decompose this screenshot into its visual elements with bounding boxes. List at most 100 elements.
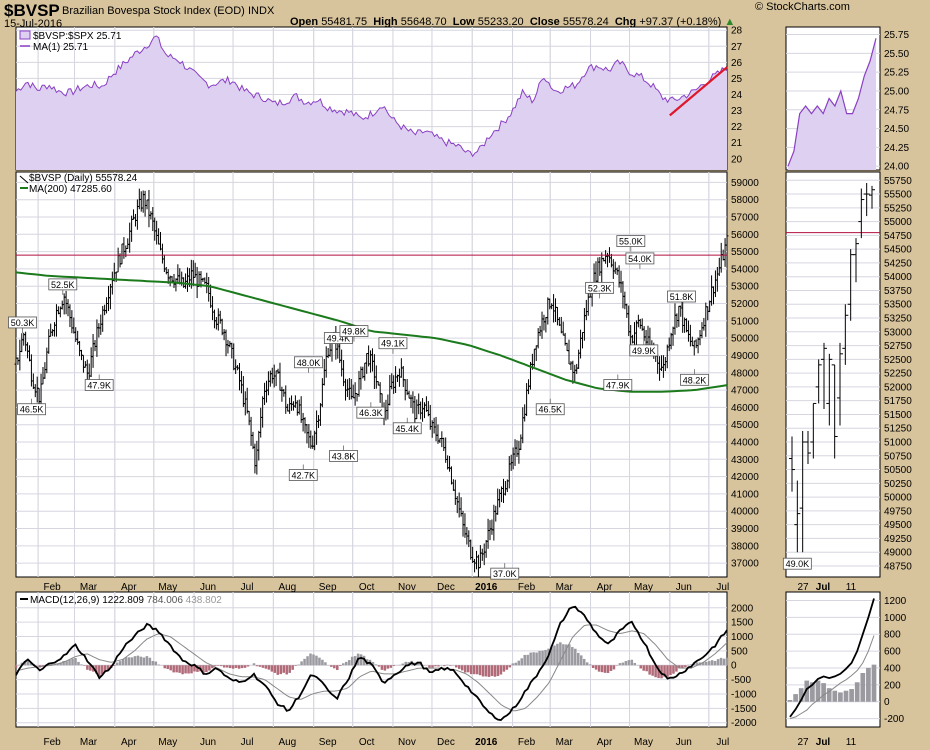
macd-histogram-bar [214, 665, 217, 666]
macd-histogram-bar [29, 662, 33, 666]
macd-histogram-bar [115, 662, 119, 666]
annotation-box [84, 379, 114, 391]
macd-legend-part: 1222.809 [99, 595, 144, 606]
macd-histogram-bar [294, 665, 297, 666]
price-panel [15, 171, 728, 578]
macd-histogram-bar [579, 655, 583, 666]
macd-histogram-bar [678, 665, 681, 669]
macd-histogram-bar [83, 665, 86, 666]
macd-histogram-bar [208, 665, 211, 671]
annotation-box [8, 316, 37, 329]
price-x-tick-label: Nov [398, 582, 416, 593]
macd-histogram-bar [523, 654, 526, 666]
macd-histogram-bar [374, 664, 378, 666]
macd-histogram-bar [663, 665, 666, 677]
macd-x-tick-label: Apr [121, 737, 137, 748]
macd-histogram-bar [556, 643, 559, 666]
price-zoom-y-tick-label: 52500 [884, 355, 912, 366]
price-zoom-x-tick-label: 11 [846, 582, 857, 593]
macd-histogram-bar [627, 660, 631, 666]
price-y-tick-label: 49000 [731, 351, 759, 362]
macd-histogram-bar [246, 665, 250, 667]
ratio-zoom-y-tick-label: 24.50 [884, 124, 909, 135]
macd-histogram-bar [458, 665, 461, 669]
macd-histogram-bar [184, 665, 187, 674]
macd-histogram-bar [713, 660, 717, 666]
price-legend-label: $BVSP (Daily) 55578.24 [29, 173, 138, 184]
stockcharts-logo: © StockCharts.com [755, 1, 850, 13]
price-x-tick-label: Apr [121, 582, 137, 593]
price-annotation-label: 37.0K [493, 569, 517, 579]
price-y-tick-label: 51000 [731, 316, 759, 327]
price-y-tick-label: 39000 [731, 524, 759, 535]
macd-histogram-bar [651, 665, 654, 676]
macd-zoom-histogram-bar [810, 682, 815, 702]
macd-histogram-bar [148, 657, 152, 666]
macd-histogram-bar [675, 665, 678, 672]
macd-histogram-bar [565, 644, 568, 666]
price-y-tick-label: 37000 [731, 559, 759, 570]
macd-histogram-bar [478, 665, 482, 676]
macd-zoom-y-tick-label: 800 [884, 630, 901, 641]
macd-histogram-bar [407, 662, 410, 666]
annotation-box [48, 278, 78, 291]
price-y-tick-label: 54000 [731, 264, 759, 275]
price-zoom-y-tick-label: 55000 [884, 217, 912, 228]
macd-histogram-bar [443, 665, 446, 667]
macd-histogram-bar [463, 665, 467, 673]
macd-histogram-bar [389, 665, 393, 668]
macd-histogram-bar [276, 665, 280, 675]
macd-y-tick-label: 1000 [731, 632, 754, 643]
macd-histogram-bar [511, 663, 515, 666]
macd-zoom-x-tick-label: 27 [797, 737, 809, 748]
price-annotation-label: 49.1K [381, 339, 405, 349]
ratio-zoom-area [788, 38, 876, 170]
annotation-zoom-box [782, 557, 812, 570]
macd-histogram-bar [71, 658, 74, 666]
macd-histogram-bar [145, 656, 149, 666]
ratio-y-tick-label: 27 [731, 42, 743, 53]
ohlc-summary: Open 55481.75 High 55648.70 Low 55233.20… [290, 16, 735, 28]
ratio-area [16, 35, 727, 171]
macd-histogram-bar [261, 665, 265, 668]
macd-histogram-bar [318, 657, 321, 666]
price-annotation-label: 49.4K [327, 334, 351, 344]
ratio-line [15, 35, 728, 158]
price-zoom-y-tick-label: 55750 [884, 176, 912, 187]
macd-histogram-bar [529, 652, 532, 666]
macd-histogram-bar [669, 665, 672, 675]
macd-histogram-bar [240, 665, 244, 669]
macd-histogram-bar [59, 662, 62, 666]
macd-histogram-bar [695, 662, 699, 666]
macd-histogram-bar [568, 644, 571, 666]
price-zoom-y-tick-label: 50000 [884, 493, 912, 504]
price-x-tick-label: Oct [359, 582, 375, 593]
macd-histogram-bar [89, 665, 92, 671]
macd-y-tick-label: 1500 [731, 618, 754, 629]
macd-histogram-bar [716, 659, 720, 666]
macd-histogram-bar [196, 665, 199, 672]
ratio-zoom-y-tick-label: 25.25 [884, 68, 909, 79]
low-value: 55233.20 [477, 16, 524, 28]
macd-histogram-bar [315, 655, 318, 666]
price-zoom-y-tick-label: 49250 [884, 534, 912, 545]
macd-histogram-bar [532, 652, 535, 666]
ratio-trendline [669, 66, 728, 117]
macd-histogram-bar [225, 665, 229, 668]
macd-histogram-bar [98, 665, 101, 677]
macd-zoom-histogram-bar [854, 682, 860, 702]
macd-histogram-bar [309, 653, 312, 666]
ratio-legend-swatch [19, 30, 31, 40]
macd-histogram-bar [344, 661, 348, 666]
macd-histogram-bar [541, 650, 544, 666]
price-y-tick-label: 46000 [731, 403, 759, 414]
macd-histogram-bar [538, 650, 541, 666]
macd-histogram-bar [359, 654, 363, 666]
macd-histogram-bar [339, 665, 342, 666]
macd-histogram-bar [535, 652, 538, 666]
annotation-box [356, 406, 386, 419]
price-annotation-label: 46.3K [359, 408, 383, 418]
macd-histogram-bar [258, 665, 262, 667]
macd-histogram-bar [243, 665, 247, 668]
